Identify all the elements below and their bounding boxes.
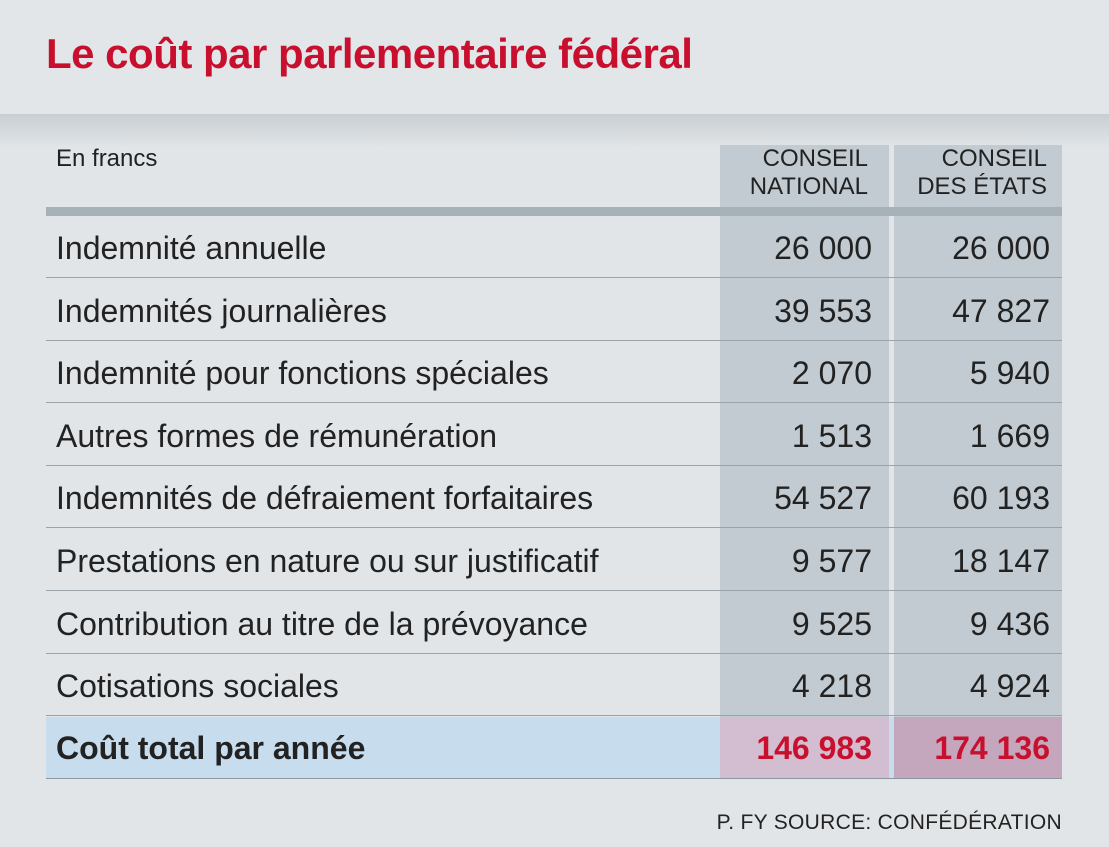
table-row: Indemnité pour fonctions spéciales 2 070 5… [46, 341, 1062, 404]
column-shade-conseil-des-etats [894, 145, 1062, 717]
value-conseil-des-etats: 47 827 [952, 292, 1050, 329]
table-row: Contribution au titre de la prévoyance 9 … [46, 592, 1062, 654]
chart-title: Le coût par parlementaire fédéral [46, 30, 693, 77]
value-conseil-des-etats: 18 147 [952, 543, 1050, 579]
total-cell-shade-national [720, 717, 889, 778]
column-header-line: NATIONAL [749, 173, 868, 200]
value-conseil-national: 39 553 [774, 292, 872, 329]
table-row: Indemnités de défraiement forfaitaires 54… [46, 466, 1062, 529]
header-shadow [0, 114, 1109, 148]
value-conseil-national: 54 527 [774, 480, 872, 517]
total-value-conseil-des-etats: 174 136 [934, 730, 1050, 766]
column-header-line: DES ÉTATS [917, 173, 1047, 200]
value-conseil-des-etats: 9 436 [969, 605, 1050, 642]
value-conseil-national: 4 218 [791, 668, 872, 705]
row-label: Indemnité pour fonctions spéciales [56, 355, 549, 392]
column-shade-conseil-national [720, 145, 889, 717]
value-conseil-national: 9 577 [791, 543, 872, 579]
column-header-line: CONSEIL [762, 145, 868, 172]
unit-label: En francs [56, 145, 158, 172]
row-label: Indemnités de défraiement forfaitaires [56, 480, 594, 517]
total-row: Coût total par année 146 983 174 136 [46, 717, 1062, 779]
table-row: Autres formes de rémunération 1 513 1 669 [46, 404, 1062, 466]
column-header-conseil-national: CONSEIL NATIONAL [720, 145, 868, 201]
value-conseil-des-etats: 60 193 [952, 480, 1050, 517]
column-header-conseil-des-etats: CONSEIL DES ÉTATS [894, 145, 1047, 201]
value-conseil-des-etats: 1 669 [969, 417, 1050, 454]
table-row: Indemnité annuelle 26 000 26 000 [46, 216, 1062, 278]
table-row: Indemnités journalières 39 553 47 827 [46, 279, 1062, 341]
value-conseil-des-etats: 5 940 [969, 355, 1050, 392]
value-conseil-national: 1 513 [791, 417, 872, 454]
column-header-line: CONSEIL [941, 145, 1047, 172]
table-row: Cotisations sociales 4 218 4 924 [46, 654, 1062, 717]
header-rule [46, 207, 1062, 216]
value-conseil-des-etats: 26 000 [952, 230, 1050, 266]
source-credit: P. FY SOURCE: CONFÉDÉRATION [716, 811, 1062, 834]
title-band [0, 0, 1109, 114]
value-conseil-des-etats: 4 924 [969, 668, 1050, 705]
value-conseil-national: 26 000 [774, 230, 872, 266]
total-value-conseil-national: 146 983 [756, 730, 872, 766]
value-conseil-national: 9 525 [791, 605, 872, 642]
row-label: Indemnité annuelle [56, 230, 327, 266]
row-label: Cotisations sociales [56, 668, 339, 705]
total-cell-shade-etats [894, 717, 1062, 778]
row-label: Contribution au titre de la prévoyance [56, 605, 588, 642]
table-row: Prestations en nature ou sur justificati… [46, 529, 1062, 591]
row-label: Autres formes de rémunération [56, 417, 498, 454]
row-label: Prestations en nature ou sur justificati… [56, 543, 599, 579]
value-conseil-national: 2 070 [791, 355, 872, 392]
total-label: Coût total par année [56, 730, 366, 766]
row-label: Indemnités journalières [56, 292, 387, 329]
